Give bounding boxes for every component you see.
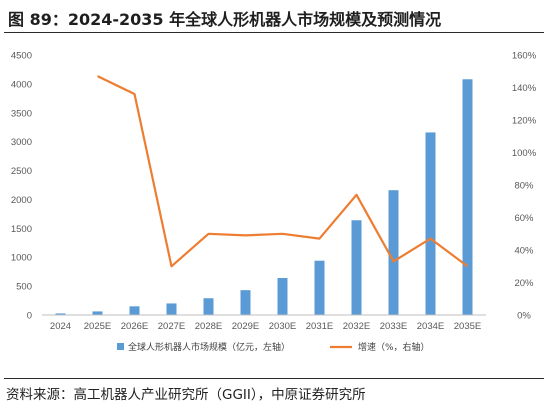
right-axis-tick-label: 120% [512, 116, 537, 127]
bar [240, 290, 251, 315]
legend-bar-swatch [117, 343, 124, 350]
growth-line [97, 75, 469, 268]
legend-line-label: 增速（%，右轴） [358, 341, 430, 353]
x-axis-tick-label: 2031E [306, 321, 333, 332]
bar [314, 260, 325, 315]
x-axis-tick-label: 2032E [343, 321, 370, 332]
bar [92, 311, 103, 315]
left-axis-tick-label: 500 [16, 282, 32, 293]
right-axis-tick-label: 60% [514, 213, 534, 224]
bar [388, 190, 399, 315]
right-axis-tick-label: 140% [512, 83, 537, 94]
title-rule [4, 32, 544, 33]
right-axis-tick-label: 20% [514, 278, 534, 289]
x-axis-tick-label: 2033E [380, 321, 407, 332]
right-axis-tick-label: 80% [514, 181, 534, 192]
x-axis: 2024 2025E 2026E 2027E 2028E 2029E 2030E 2031E 2… [42, 314, 486, 332]
line-series [97, 75, 469, 268]
bar [277, 278, 288, 315]
left-axis-tick-label: 2500 [11, 166, 32, 177]
chart-title: 图 89：2024-2035 年全球人形机器人市场规模及预测情况 [8, 10, 442, 29]
x-axis-tick-label: 2024 [50, 321, 71, 332]
bar [425, 132, 436, 315]
legend: 全球人形机器人市场规模（亿元，左轴） 增速（%，右轴） [117, 341, 430, 353]
x-axis-tick-label: 2029E [232, 321, 259, 332]
x-axis-tick-label: 2027E [158, 321, 185, 332]
left-axis-tick-label: 3500 [11, 108, 32, 119]
x-axis-tick-label: 2028E [195, 321, 222, 332]
source-note: 资料来源：高工机器人产业研究所（GGII），中原证券研究所 [6, 387, 366, 403]
chart: 0 500 1000 1500 2000 2500 3000 3500 4000 4500 0% 2… [11, 51, 537, 354]
left-axis-tick-label: 1000 [11, 253, 32, 264]
right-axis-tick-label: 160% [512, 51, 537, 62]
x-axis-tick-label: 2026E [121, 321, 148, 332]
left-axis-tick-label: 4500 [11, 51, 32, 62]
left-axis-tick-label: 3000 [11, 137, 32, 148]
left-axis-tick-label: 4000 [11, 79, 32, 90]
left-axis-tick-label: 1500 [11, 224, 32, 235]
x-axis-tick-label: 2030E [269, 321, 296, 332]
right-axis-tick-label: 40% [514, 246, 534, 257]
x-axis-tick-label: 2034E [417, 321, 444, 332]
x-axis-tick-label: 2035E [454, 321, 481, 332]
left-axis-ticks: 0 500 1000 1500 2000 2500 3000 3500 4000 4500 [11, 51, 32, 322]
right-axis-tick-label: 0% [517, 311, 531, 322]
bar [166, 303, 177, 315]
right-axis-tick-label: 100% [512, 148, 537, 159]
x-axis-tick-label: 2025E [84, 321, 111, 332]
bar [129, 306, 140, 315]
legend-bar-label: 全球人形机器人市场规模（亿元，左轴） [128, 341, 290, 353]
left-axis-tick-label: 2000 [11, 195, 32, 206]
bar [351, 220, 362, 315]
source-rule [4, 378, 544, 379]
left-axis-tick-label: 0 [27, 311, 32, 322]
right-axis-ticks: 0% 20% 40% 60% 80% 100% 120% 140% 160% [512, 51, 537, 322]
bar [203, 298, 214, 315]
bar-series [55, 79, 473, 315]
bar [462, 79, 473, 315]
bar [55, 313, 66, 315]
